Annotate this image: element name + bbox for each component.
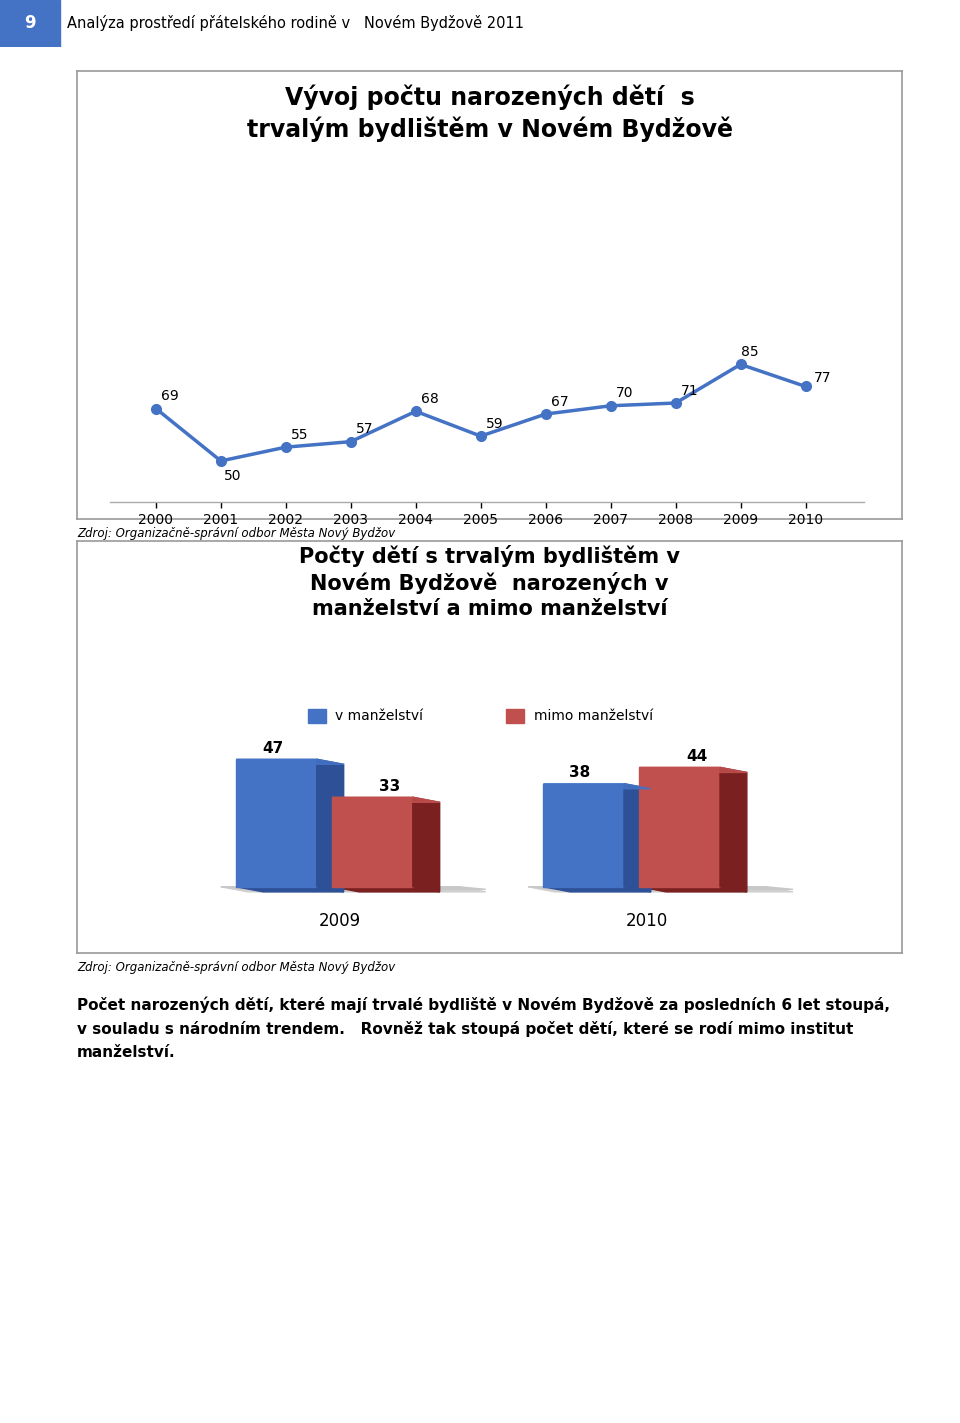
Text: 2010: 2010 xyxy=(626,912,668,929)
Polygon shape xyxy=(332,887,440,892)
Polygon shape xyxy=(639,887,747,892)
Text: Zdroj: Organizačně-správní odbor Města Nový Bydžov: Zdroj: Organizačně-správní odbor Města N… xyxy=(77,962,396,975)
Text: 71: 71 xyxy=(682,384,699,397)
Text: 44: 44 xyxy=(686,748,708,764)
Text: Vývoj počtu narozených dětí  s
trvalým bydlištěm v Novém Bydžově: Vývoj počtu narozených dětí s trvalým by… xyxy=(247,84,732,142)
Text: Počet narozených dětí, které mají trvalé bydliště v Novém Bydžově za posledních : Počet narozených dětí, které mají trvalé… xyxy=(77,996,890,1060)
Text: 59: 59 xyxy=(487,417,504,431)
Polygon shape xyxy=(317,760,344,892)
Polygon shape xyxy=(221,887,486,889)
Polygon shape xyxy=(236,887,344,892)
Polygon shape xyxy=(332,797,440,803)
Polygon shape xyxy=(236,760,344,764)
Bar xyxy=(332,797,413,887)
Polygon shape xyxy=(528,887,793,892)
Text: 47: 47 xyxy=(262,741,283,756)
Polygon shape xyxy=(720,767,747,892)
Text: 85: 85 xyxy=(740,344,758,359)
Text: mimo manželství: mimo manželství xyxy=(534,709,653,723)
Polygon shape xyxy=(639,767,747,773)
Bar xyxy=(308,709,325,723)
Polygon shape xyxy=(221,887,486,892)
Polygon shape xyxy=(624,784,651,892)
Text: 57: 57 xyxy=(356,423,373,437)
Text: 33: 33 xyxy=(379,778,400,794)
Bar xyxy=(639,767,720,887)
Text: v manželství: v manželství xyxy=(335,709,423,723)
Text: Analýza prostředí přátelského rodině v   Novém Bydžově 2011: Analýza prostředí přátelského rodině v N… xyxy=(67,16,524,31)
Bar xyxy=(236,760,317,887)
Bar xyxy=(543,784,624,887)
Bar xyxy=(0,0,60,47)
Text: 55: 55 xyxy=(292,428,309,441)
Text: 2009: 2009 xyxy=(319,912,361,929)
Text: 50: 50 xyxy=(224,470,241,484)
Text: 9: 9 xyxy=(24,14,36,33)
Text: Zdroj: Organizačně-správní odbor Města Nový Bydžov: Zdroj: Organizačně-správní odbor Města N… xyxy=(77,527,396,541)
Text: 38: 38 xyxy=(569,766,590,780)
Text: Počty dětí s trvalým bydlištěm v
Novém Bydžově  narozených v
manželství a mimo m: Počty dětí s trvalým bydlištěm v Novém B… xyxy=(300,545,680,619)
Bar xyxy=(506,709,523,723)
Polygon shape xyxy=(543,887,651,892)
Polygon shape xyxy=(528,887,793,889)
Text: 67: 67 xyxy=(551,394,569,408)
Text: 77: 77 xyxy=(814,371,831,386)
Polygon shape xyxy=(413,797,440,892)
Polygon shape xyxy=(543,784,651,788)
Text: 69: 69 xyxy=(161,390,180,403)
Text: 68: 68 xyxy=(421,391,439,406)
Text: 70: 70 xyxy=(616,387,634,400)
